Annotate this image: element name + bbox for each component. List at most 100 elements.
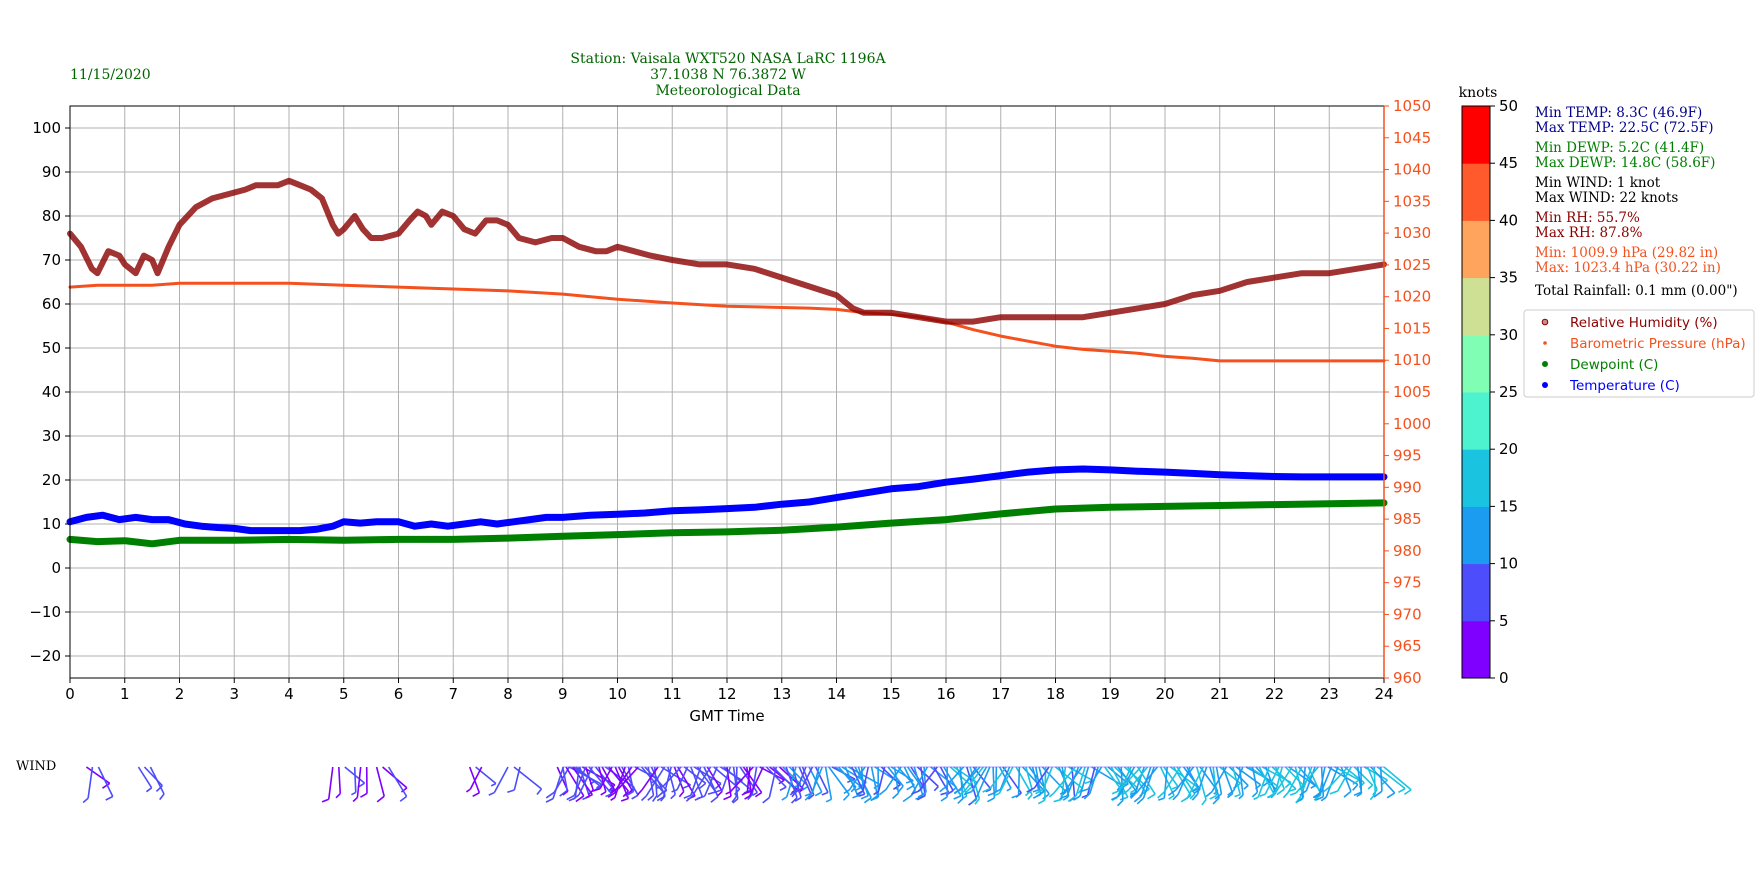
wind-barb — [645, 766, 666, 797]
wind-barb-flag — [1136, 797, 1145, 805]
wind-barb — [893, 766, 900, 794]
wind-barb-flag — [488, 791, 495, 796]
wind-barb-flag — [1191, 794, 1198, 801]
wind-barb-flag — [1032, 789, 1039, 793]
max-dewp-text: Max DEWP: 14.8C (58.6F) — [1535, 155, 1715, 171]
wind-barb-flag — [1037, 799, 1046, 805]
wind-barb-flag — [1133, 795, 1142, 803]
wind-barb-flag — [1299, 789, 1307, 796]
wind-barb-flag — [636, 789, 643, 796]
wind-barb — [469, 766, 483, 790]
wind-barb-flag — [1201, 799, 1207, 806]
wind-barb-flag — [1282, 792, 1289, 799]
wind-barb — [613, 766, 626, 798]
x-tick-label: 2 — [175, 685, 185, 703]
wind-barb-flag — [566, 794, 575, 801]
wind-barb — [1251, 766, 1259, 793]
wind-barb-flag — [1251, 791, 1258, 798]
wind-barb-flag — [105, 795, 114, 801]
wind-barb-flag — [1011, 794, 1019, 799]
wind-barb — [1232, 766, 1242, 795]
y-right-tick-label: 1040 — [1393, 161, 1431, 179]
summary-stats: Min TEMP: 8.3C (46.9F) Max TEMP: 22.5C (… — [1535, 105, 1738, 299]
wind-barb — [742, 766, 763, 794]
wind-barb — [338, 766, 342, 794]
wind-barb-flag — [747, 793, 753, 801]
x-tick-label: 6 — [394, 685, 404, 703]
wind-barb — [1075, 766, 1086, 797]
wind-barb-flag — [902, 795, 912, 803]
wind-barb — [1116, 766, 1132, 798]
wind-barb — [553, 766, 570, 793]
wind-barb — [375, 766, 385, 797]
wind-barb — [1273, 766, 1293, 796]
dewpoint-line — [66, 499, 1388, 548]
wind-barb-flag — [939, 786, 946, 793]
wind-barb-flag — [1059, 794, 1068, 800]
y-left-tick-label: 70 — [42, 251, 61, 269]
x-tick-label: 21 — [1210, 685, 1229, 703]
wind-barb — [615, 766, 633, 790]
colorbar-tick-label: 30 — [1499, 326, 1518, 344]
wind-barb-flag — [697, 795, 706, 800]
wind-barb-flag — [559, 789, 568, 797]
plot-area: 0 1 2 3 4 5 6 7 8 9 10 11 12 13 14 15 16 17 18 19 20 21 22 23 24… — [29, 97, 1431, 725]
min-rh-text: Min RH: 55.7% — [1535, 210, 1640, 226]
wind-barb-flag — [1024, 789, 1033, 797]
wind-barb — [608, 766, 629, 792]
wind-barb — [1066, 766, 1080, 796]
legend-label-temperature: Temperature (C) — [1569, 378, 1680, 394]
wind-barb-flag — [507, 789, 515, 794]
wind-barb-flag — [335, 792, 341, 799]
wind-barb-flag — [1386, 792, 1396, 799]
min-dewp-text: Min DEWP: 5.2C (41.4F) — [1535, 140, 1704, 156]
wind-barb — [327, 766, 334, 800]
wind-barb-flag — [1314, 794, 1320, 799]
wind-barb — [933, 766, 950, 793]
y-right-tick-label: 1005 — [1393, 383, 1431, 401]
wind-barb — [690, 766, 704, 798]
colorbar-tick-label: 45 — [1499, 154, 1518, 172]
wind-barb — [910, 766, 929, 797]
wind-barb — [1212, 766, 1218, 796]
wind-barb-flag — [608, 788, 614, 793]
rainfall-text: Total Rainfall: 0.1 mm (0.00") — [1535, 283, 1738, 299]
colorbar-tick-label: 50 — [1499, 97, 1518, 115]
wind-barb-flag — [572, 794, 580, 800]
wind-barb-flag — [1157, 791, 1165, 799]
x-tick-label: 10 — [608, 685, 627, 703]
wind-barb — [1373, 766, 1377, 794]
wind-barb-flag — [685, 795, 693, 802]
wind-barb-flag — [545, 791, 555, 799]
x-tick-label: 1 — [120, 685, 130, 703]
wind-barb-flag — [878, 789, 887, 796]
wind-barb-flag — [731, 796, 737, 803]
wind-barb-flag — [716, 790, 723, 797]
wind-barb — [1287, 766, 1303, 794]
wind-barb-flag — [953, 795, 962, 800]
wind-barb-flag — [1006, 787, 1012, 792]
wind-barb — [1025, 766, 1033, 790]
y-right-tick-label: 1035 — [1393, 192, 1431, 210]
wind-barb-flag — [974, 798, 980, 805]
wind-barb-flag — [1403, 789, 1412, 796]
colorbar-tick-label: 15 — [1499, 497, 1518, 515]
wind-barb — [706, 766, 723, 792]
legend-marker-dewpoint — [1542, 361, 1548, 367]
wind-barb — [885, 766, 902, 791]
wind-barb — [810, 766, 824, 796]
wind-barb — [1196, 766, 1208, 795]
wind-barb — [647, 766, 655, 796]
max-wind-text: Max WIND: 22 knots — [1535, 190, 1678, 206]
x-tick-label: 0 — [65, 685, 75, 703]
wind-barb-flag — [873, 790, 879, 796]
wind-barb-flag — [852, 795, 859, 799]
wind-barb — [1033, 766, 1050, 789]
date-label: 11/15/2020 — [70, 67, 151, 83]
wind-barb-flag — [671, 789, 678, 793]
wind-barb-flag — [1267, 794, 1275, 799]
wind-barb — [387, 766, 408, 797]
wind-barb-flag — [779, 786, 787, 792]
wind-barb — [621, 766, 639, 796]
